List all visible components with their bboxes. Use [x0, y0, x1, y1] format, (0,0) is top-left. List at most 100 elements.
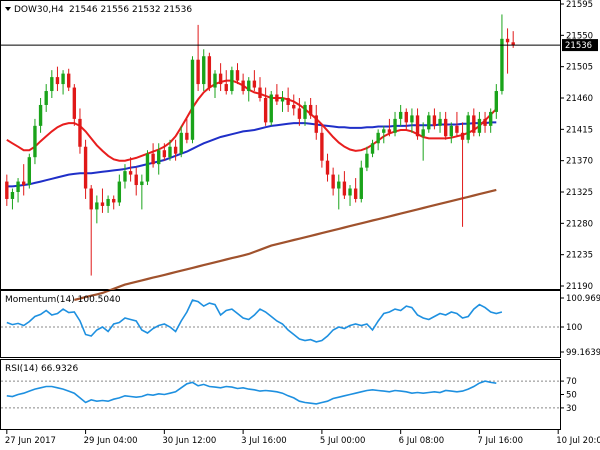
candle-body [427, 115, 431, 130]
candle-body [162, 150, 167, 158]
candle-body [83, 146, 88, 189]
rsi-tick-label: 30 [566, 404, 577, 414]
rsi-line [6, 380, 497, 405]
momentum-panel-frame [0, 290, 561, 358]
rsi-panel-frame [0, 359, 561, 430]
candle-body [123, 171, 127, 182]
candle-body [432, 115, 437, 126]
price-tick-label: 21280 [566, 219, 593, 229]
candle-body [128, 171, 133, 175]
candle-body [112, 198, 116, 203]
candle-body [376, 132, 380, 144]
rsi-level-lines [1, 380, 560, 409]
momentum-tick-label: 100.9695 [566, 294, 600, 304]
candle-body [202, 56, 206, 85]
time-tick-label: 10 Jul 20:00 [556, 436, 600, 446]
candle-body [382, 129, 386, 133]
candle-body [359, 167, 363, 199]
candle-body [494, 91, 498, 112]
sma-mid-line [6, 121, 497, 188]
candle-body [50, 77, 54, 92]
chart-menu-arrow-icon[interactable] [5, 7, 11, 11]
candle-body [100, 202, 105, 206]
momentum-axis: 100.9695 100 99.1639 [560, 294, 600, 358]
momentum-tick-label: 100 [566, 323, 582, 333]
momentum-title: Momentum(14) 100.5040 [5, 295, 121, 305]
price-tick-label: 21235 [566, 251, 593, 261]
candle-body [27, 157, 32, 186]
candle-body [72, 87, 77, 119]
candle-body [460, 132, 465, 140]
candle-body [353, 188, 358, 199]
candle-body [286, 98, 290, 105]
candle-body [275, 94, 279, 102]
price-tick-label: 21190 [566, 282, 593, 292]
candle-body [393, 118, 397, 133]
time-tick-label: 29 Jun 04:00 [84, 436, 138, 446]
price-tick-label: 21595 [566, 0, 593, 10]
moving-averages [6, 79, 498, 301]
price-tick-label: 21505 [566, 63, 593, 73]
candle-body [151, 153, 155, 165]
candle-body [472, 115, 476, 133]
symbol-label: DOW30,H4 [14, 5, 64, 15]
candle-body [488, 111, 493, 126]
candle-body [505, 38, 510, 43]
candle-body [303, 104, 307, 119]
candle-body [398, 111, 403, 119]
candle-body [308, 104, 313, 116]
time-tick-label: 30 Jun 12:00 [162, 436, 216, 446]
candle-body [410, 115, 414, 123]
candle-body [511, 42, 515, 46]
candles [5, 14, 515, 276]
candle-body [443, 118, 448, 137]
rsi-tick-label: 70 [566, 377, 577, 387]
candle-body [44, 91, 48, 105]
candle-body [173, 146, 178, 154]
candle-body [10, 192, 15, 199]
candle-body [196, 59, 200, 85]
candle-body [5, 181, 9, 199]
candle-body [292, 104, 296, 109]
candle-body [387, 129, 392, 133]
candle-body [415, 115, 420, 137]
candle-body [466, 115, 470, 140]
time-tick-label: 5 Jul 00:00 [320, 436, 366, 446]
momentum-tick-label: 99.1639 [566, 348, 600, 358]
candle-body [331, 174, 335, 189]
time-tick-label: 7 Jul 16:00 [477, 436, 523, 446]
candle-body [22, 181, 26, 186]
candle-body [449, 125, 453, 137]
candle-body [61, 73, 65, 85]
candle-body [500, 38, 504, 92]
price-tick-label: 21460 [566, 94, 593, 104]
candle-body [348, 188, 352, 196]
candle-body [185, 132, 189, 140]
candle-body [483, 118, 487, 126]
candle-body [168, 146, 172, 158]
rsi-tick-label: 50 [566, 391, 577, 401]
candle-body [16, 181, 20, 192]
candle-body [78, 118, 82, 147]
rsi-axis: 70 50 30 [560, 377, 577, 414]
current-price-tag-label: 21536 [565, 41, 592, 51]
candle-body [258, 87, 262, 98]
candle-body [224, 84, 228, 92]
candle-body [342, 181, 347, 196]
candle-body [314, 115, 318, 133]
candle-body [269, 94, 273, 123]
price-tick-label: 21370 [566, 157, 593, 167]
candle-body [263, 98, 268, 123]
candle-body [235, 70, 240, 81]
candle-body [106, 198, 110, 206]
candle-body [179, 132, 183, 154]
candle-body [207, 56, 212, 88]
candle-body [33, 125, 37, 158]
candle-body [241, 80, 245, 92]
time-tick-label: 6 Jul 08:00 [399, 436, 445, 446]
candle-body [438, 118, 442, 126]
candle-body [145, 153, 150, 182]
ohlc-values: 21546 21556 21532 21536 [69, 5, 192, 15]
candle-body [421, 129, 425, 137]
price-tick-label: 21325 [566, 188, 593, 198]
